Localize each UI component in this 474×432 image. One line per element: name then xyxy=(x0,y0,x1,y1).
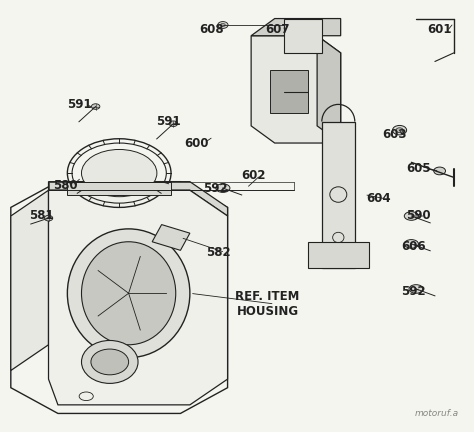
Text: 602: 602 xyxy=(241,169,266,182)
Text: 591: 591 xyxy=(67,98,91,111)
Text: 591: 591 xyxy=(156,115,181,128)
Text: 608: 608 xyxy=(199,23,223,36)
Polygon shape xyxy=(251,36,341,143)
Polygon shape xyxy=(67,182,171,194)
Text: 580: 580 xyxy=(53,179,77,192)
Text: 600: 600 xyxy=(185,137,209,149)
Text: 604: 604 xyxy=(366,192,391,205)
Text: 607: 607 xyxy=(265,23,289,36)
Ellipse shape xyxy=(82,149,157,197)
Text: 592: 592 xyxy=(401,285,426,298)
Ellipse shape xyxy=(434,167,446,175)
Text: 606: 606 xyxy=(401,240,426,253)
Ellipse shape xyxy=(82,340,138,383)
Ellipse shape xyxy=(91,104,100,109)
Ellipse shape xyxy=(220,23,225,26)
Polygon shape xyxy=(270,70,308,113)
Polygon shape xyxy=(48,190,228,405)
Ellipse shape xyxy=(404,240,419,248)
Text: 605: 605 xyxy=(406,162,431,175)
Text: 603: 603 xyxy=(383,128,407,141)
Ellipse shape xyxy=(82,242,176,345)
Text: 590: 590 xyxy=(406,210,431,222)
Text: 582: 582 xyxy=(206,246,230,259)
Ellipse shape xyxy=(218,22,228,29)
Ellipse shape xyxy=(91,349,128,375)
Polygon shape xyxy=(48,182,228,216)
Ellipse shape xyxy=(44,216,53,221)
Polygon shape xyxy=(308,242,369,267)
Polygon shape xyxy=(322,121,355,267)
Text: REF. ITEM
HOUSING: REF. ITEM HOUSING xyxy=(236,290,300,318)
Text: 601: 601 xyxy=(428,23,452,36)
Ellipse shape xyxy=(396,128,403,133)
Text: motoruf.a: motoruf.a xyxy=(414,409,458,418)
Polygon shape xyxy=(11,190,48,371)
Ellipse shape xyxy=(409,285,423,293)
Ellipse shape xyxy=(67,229,190,358)
Ellipse shape xyxy=(216,184,230,192)
Polygon shape xyxy=(284,19,322,53)
Polygon shape xyxy=(251,19,341,36)
Polygon shape xyxy=(152,225,190,250)
Ellipse shape xyxy=(392,125,407,135)
Text: 592: 592 xyxy=(203,181,228,194)
Ellipse shape xyxy=(169,121,178,127)
Polygon shape xyxy=(317,36,341,143)
Text: 581: 581 xyxy=(29,210,54,222)
Ellipse shape xyxy=(404,212,419,220)
